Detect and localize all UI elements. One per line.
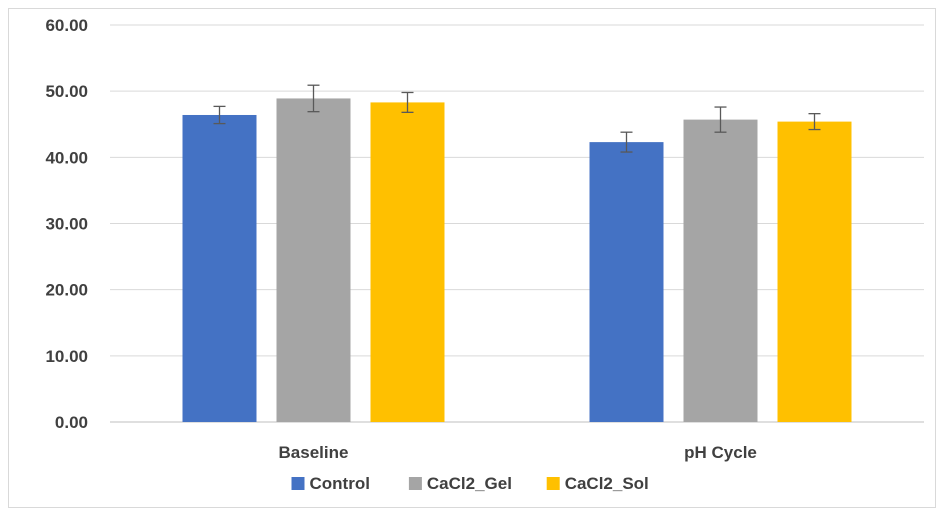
bar <box>589 142 664 423</box>
legend: Control CaCl2_Gel CaCl2_Sol <box>291 474 649 493</box>
y-axis-tick-labels: 0.00 10.00 20.00 30.00 40.00 50.00 60.00 <box>45 16 88 432</box>
y-tick-label: 20.00 <box>45 281 88 300</box>
bars <box>182 98 852 423</box>
legend-swatch <box>408 477 422 490</box>
y-tick-label: 60.00 <box>45 16 88 35</box>
bar <box>370 102 445 422</box>
x-category-label: pH Cycle <box>684 443 757 462</box>
legend-swatch <box>291 477 305 490</box>
legend-label: CaCl2_Sol <box>565 474 649 493</box>
legend-label: Control <box>310 474 370 493</box>
legend-swatch <box>546 477 560 490</box>
y-tick-label: 0.00 <box>55 413 88 432</box>
bar <box>276 98 351 422</box>
legend-label: CaCl2_Gel <box>427 474 512 493</box>
x-axis-category-labels: Baseline pH Cycle <box>279 443 757 462</box>
y-tick-label: 50.00 <box>45 82 88 101</box>
y-tick-label: 10.00 <box>45 347 88 366</box>
y-tick-label: 30.00 <box>45 215 88 234</box>
bar <box>683 119 758 422</box>
x-category-label: Baseline <box>279 443 349 462</box>
bar <box>777 121 852 422</box>
y-tick-label: 40.00 <box>45 148 88 167</box>
bar <box>182 114 257 422</box>
error-bars <box>213 84 821 153</box>
